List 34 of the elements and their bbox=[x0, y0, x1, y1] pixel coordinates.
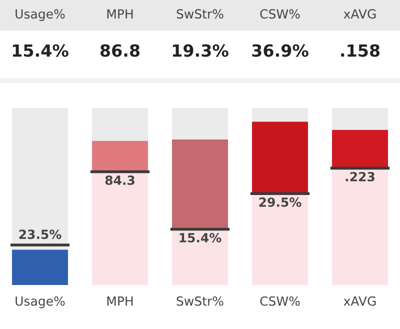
bar bbox=[172, 229, 228, 285]
bar bbox=[172, 108, 228, 140]
text: CSW% bbox=[260, 296, 300, 306]
bar bbox=[252, 194, 308, 285]
bar bbox=[92, 108, 148, 141]
bar bbox=[332, 130, 388, 168]
text: 19.3% bbox=[172, 44, 228, 57]
text: 86.8 bbox=[100, 44, 140, 57]
bar bbox=[252, 122, 308, 194]
x-tick-label: xAVG bbox=[344, 9, 376, 19]
text: MPH bbox=[107, 296, 133, 306]
annotation: .223 bbox=[346, 172, 374, 182]
text: 15.4% bbox=[12, 44, 68, 57]
text: xAVG bbox=[344, 296, 376, 306]
annotation: 23.5% bbox=[19, 230, 62, 240]
bar bbox=[252, 108, 308, 122]
bar bbox=[92, 140, 148, 172]
bar bbox=[12, 108, 68, 250]
x-tick-label: MPH bbox=[107, 9, 133, 18]
annotation: 15.4% bbox=[180, 233, 222, 242]
annotation: 84.3 bbox=[105, 175, 134, 185]
x-tick-label: Usage% bbox=[16, 9, 65, 22]
bar bbox=[172, 139, 228, 230]
x-tick-label: CSW% bbox=[260, 9, 300, 19]
bar bbox=[332, 168, 388, 285]
bar bbox=[92, 172, 148, 285]
text: .158 bbox=[341, 44, 380, 57]
text: Usage% bbox=[16, 296, 65, 308]
annotation: 29.5% bbox=[259, 197, 302, 207]
text: 36.9% bbox=[252, 44, 308, 57]
text: SwStr% bbox=[176, 296, 224, 306]
bar bbox=[332, 108, 388, 130]
x-tick-label: SwStr% bbox=[176, 9, 224, 19]
bar bbox=[12, 250, 68, 285]
